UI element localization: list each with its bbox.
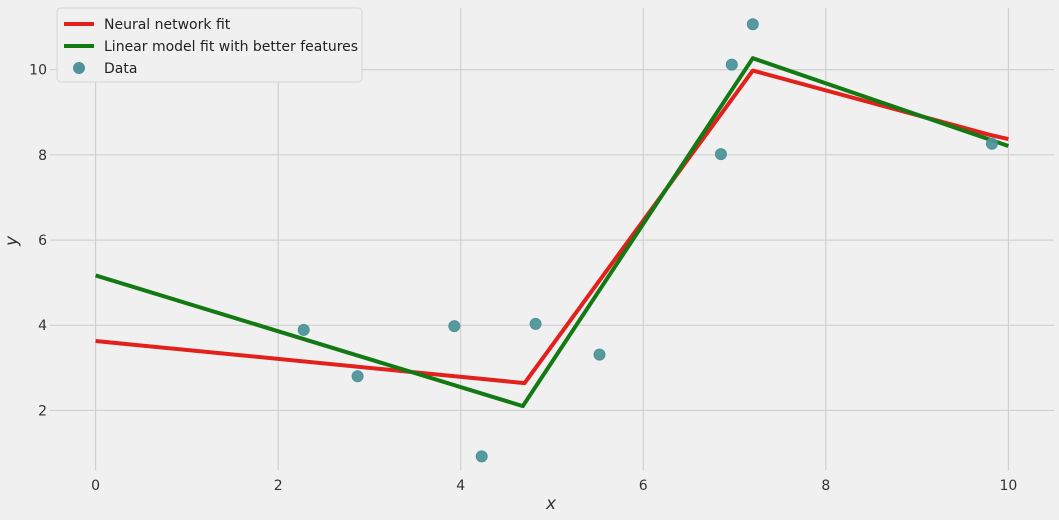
y-tick-label: 8 <box>38 148 47 164</box>
x-tick-labels: 0 2 4 6 8 10 <box>91 478 1017 494</box>
y-axis-label: y <box>2 235 22 247</box>
x-tick-label: 10 <box>999 478 1017 494</box>
y-tick-label: 10 <box>29 63 47 79</box>
series-line-0 <box>95 68 1009 386</box>
legend-label-data: Data <box>104 61 137 77</box>
y-tick-label: 6 <box>38 233 47 249</box>
x-tick-label: 4 <box>456 478 465 494</box>
x-tick-label: 6 <box>639 478 648 494</box>
data-point <box>297 323 310 336</box>
x-tick-label: 8 <box>821 478 830 494</box>
x-axis-label: x <box>545 494 557 514</box>
data-point <box>475 450 488 463</box>
y-tick-label: 2 <box>38 403 47 419</box>
legend-label-linear-model: Linear model fit with better features <box>104 39 358 55</box>
data-point <box>351 370 364 383</box>
data-point <box>985 137 998 150</box>
legend-label-neural-network: Neural network fit <box>104 17 231 33</box>
x-tick-label: 2 <box>274 478 283 494</box>
data-point <box>593 348 606 361</box>
x-tick-label: 0 <box>91 478 100 494</box>
y-tick-labels: 2 4 6 8 10 <box>29 63 47 420</box>
legend-swatch-data <box>73 62 85 74</box>
data-point <box>714 148 727 161</box>
legend-box <box>56 7 363 83</box>
data-point <box>746 18 759 31</box>
data-point <box>529 317 542 330</box>
data-point <box>725 58 738 71</box>
y-tick-label: 4 <box>38 318 47 334</box>
series-layer <box>95 18 1010 463</box>
data-point <box>448 320 461 333</box>
series-line-1 <box>95 56 1010 409</box>
legend: Neural network fit Linear model fit with… <box>56 7 363 83</box>
